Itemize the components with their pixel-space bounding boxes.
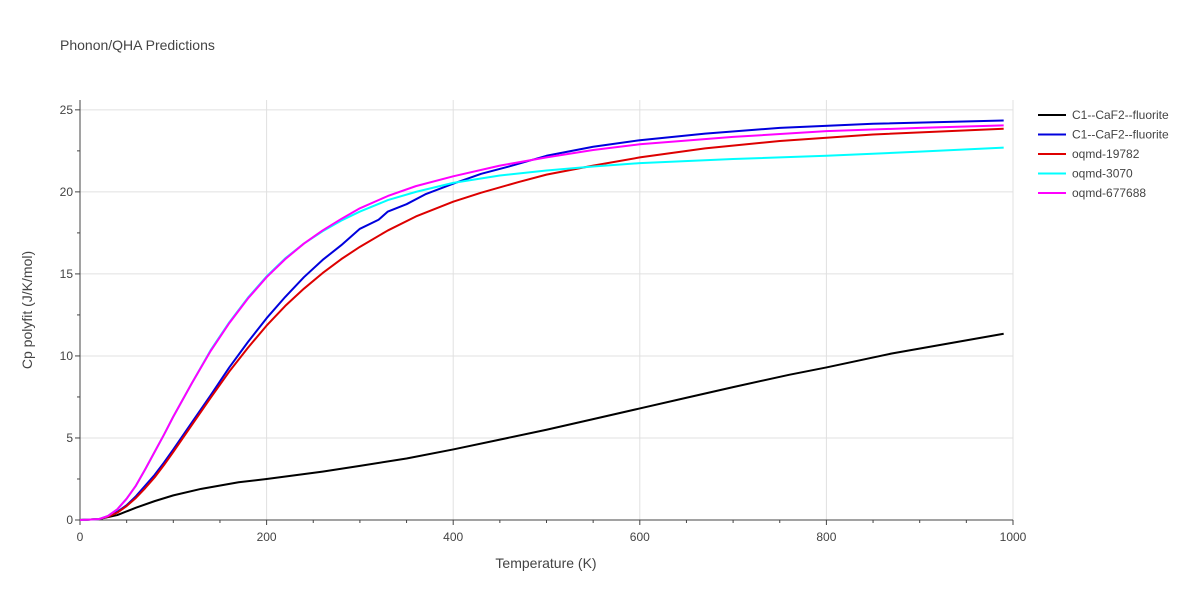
legend-label: oqmd-19782 — [1072, 147, 1140, 161]
y-tick-label: 10 — [60, 349, 74, 363]
legend-item-2[interactable]: oqmd-19782 — [1038, 147, 1140, 161]
tick-labels: 0 200 400 600 800 1000 0 5 10 15 20 25 — [60, 103, 1027, 544]
x-tick-label: 600 — [630, 530, 650, 544]
x-tick-label: 800 — [816, 530, 836, 544]
legend-item-4[interactable]: oqmd-677688 — [1038, 186, 1146, 200]
chart-title: Phonon/QHA Predictions — [60, 37, 215, 53]
y-tick-label: 20 — [60, 185, 74, 199]
x-tick-label: 400 — [443, 530, 463, 544]
y-tick-label: 15 — [60, 267, 74, 281]
y-tick-label: 5 — [66, 431, 73, 445]
legend-label: C1--CaF2--fluorite — [1072, 108, 1169, 122]
legend-label: oqmd-3070 — [1072, 167, 1133, 181]
series-line-0[interactable] — [79, 332, 1004, 521]
series-line-4[interactable] — [79, 124, 1004, 521]
y-tick-label: 25 — [60, 103, 74, 117]
x-tick-label: 200 — [257, 530, 277, 544]
y-tick-label: 0 — [66, 513, 73, 527]
grid-lines — [80, 100, 1014, 520]
x-tick-label: 0 — [77, 530, 84, 544]
series-line-1[interactable] — [79, 119, 1004, 521]
legend[interactable]: C1--CaF2--fluorite C1--CaF2--fluorite oqmd… — [1038, 108, 1169, 200]
x-tick-label: 1000 — [1000, 530, 1027, 544]
x-axis-label: Temperature (K) — [495, 555, 596, 571]
y-axis-label: Cp polyfit (J/K/mol) — [19, 251, 35, 369]
series-lines — [79, 119, 1004, 521]
axes — [75, 100, 1014, 525]
legend-item-1[interactable]: C1--CaF2--fluorite — [1038, 128, 1169, 142]
legend-item-3[interactable]: oqmd-3070 — [1038, 167, 1133, 181]
legend-item-0[interactable]: C1--CaF2--fluorite — [1038, 108, 1169, 122]
legend-label: oqmd-677688 — [1072, 186, 1146, 200]
legend-label: C1--CaF2--fluorite — [1072, 128, 1169, 142]
